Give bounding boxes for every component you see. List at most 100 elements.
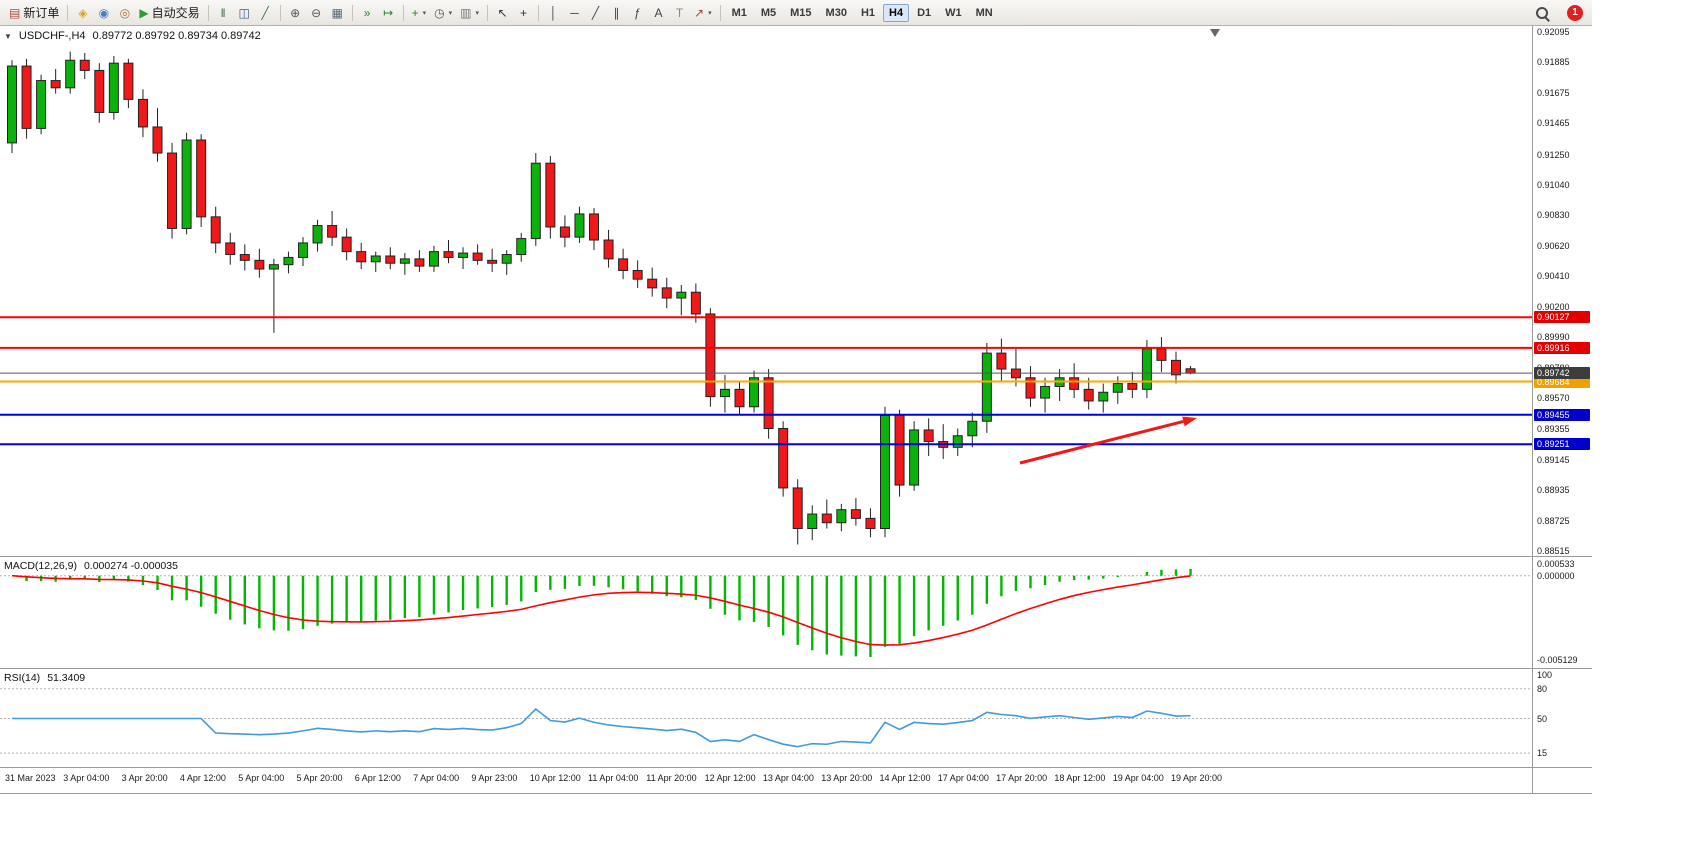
- time-tick: 5 Apr 20:00: [296, 773, 343, 783]
- axis-corner: [1532, 768, 1592, 794]
- macd-chart-canvas[interactable]: [0, 557, 1532, 669]
- time-tick: 17 Apr 20:00: [996, 773, 1048, 783]
- price-tick: 0.92095: [1537, 27, 1570, 37]
- toolbar: ▤ 新订单 ◈ ◉ ◎ ▶ 自动交易 ‖ ◫ ╱ ⊕ ⊖ ▦» ↦ + ▾ ◷ ▾ ▥ ▾ ↖ + │ ─ ╱ ∥ ƒ A T ↗ ▾ M1 M…: [0, 0, 1592, 26]
- autotrading-button[interactable]: ▶ 自动交易: [135, 3, 203, 23]
- auto-scroll-button[interactable]: »: [357, 3, 378, 23]
- toolbar-separator: [538, 4, 539, 21]
- templates-icon: ▥: [460, 5, 472, 20]
- rsi-axis[interactable]: 100 80 50 15: [1532, 669, 1592, 768]
- channel-button[interactable]: ∥: [606, 3, 627, 23]
- trend-arrow-annotation[interactable]: [1019, 416, 1197, 465]
- timeframe-m30-button[interactable]: M30: [825, 6, 847, 19]
- indicators-icon: +: [411, 5, 419, 20]
- rsi-tick-80: 80: [1537, 683, 1548, 694]
- timeframe-m5-button[interactable]: M5: [760, 6, 777, 19]
- dropdown-arrow-icon[interactable]: ▾: [422, 9, 427, 17]
- candlestick-chart-icon: ◫: [238, 5, 250, 20]
- time-tick: 3 Apr 04:00: [63, 773, 110, 783]
- chart-window: ▼ USDCHF-,H4 0.89772 0.89792 0.89734 0.8…: [0, 26, 1592, 794]
- channel-icon: ∥: [613, 5, 620, 20]
- community-icon-icon: ◎: [119, 5, 131, 20]
- dropdown-arrow-icon[interactable]: ▾: [708, 9, 712, 17]
- price-tick: 0.91250: [1537, 149, 1570, 160]
- search-button[interactable]: [1533, 4, 1551, 22]
- tile-windows-button[interactable]: ▦: [327, 3, 348, 23]
- horizontal-line-button[interactable]: ─: [564, 3, 585, 23]
- macd-tick-zero: 0.000000: [1537, 570, 1575, 581]
- timeframe-h1-button[interactable]: H1: [860, 6, 876, 19]
- fibonacci-button[interactable]: ƒ: [627, 3, 648, 23]
- price-chart-canvas[interactable]: [0, 26, 1532, 557]
- candlesticks: [7, 51, 1196, 545]
- candlestick-chart-button[interactable]: ◫: [234, 3, 255, 23]
- text-button[interactable]: A: [648, 3, 669, 23]
- toolbar-separator: [279, 4, 281, 21]
- bar-chart-button[interactable]: ‖: [213, 3, 234, 23]
- periods-button[interactable]: ◷ ▾: [430, 3, 456, 23]
- text-label-button[interactable]: T: [669, 3, 690, 23]
- macd-signal-line: [11, 574, 1191, 646]
- chart-shift-button[interactable]: ↦: [378, 3, 399, 23]
- dropdown-arrow-icon[interactable]: ▾: [448, 9, 453, 17]
- macd-histogram: [25, 569, 1192, 657]
- toolbar-separator: [487, 4, 488, 21]
- profile-icon-button[interactable]: ◉: [93, 3, 114, 23]
- crosshair-button[interactable]: +: [513, 3, 534, 23]
- timeframe-mn-button[interactable]: MN: [975, 6, 993, 19]
- time-tick: 13 Apr 20:00: [821, 773, 873, 783]
- price-tick: 0.88515: [1537, 546, 1570, 556]
- vertical-line-icon: │: [549, 5, 558, 20]
- macd-axis[interactable]: 0.000533 0.000000 -0.005129: [1532, 557, 1592, 669]
- macd-tick-min: -0.005129: [1537, 655, 1578, 665]
- vertical-line-button[interactable]: │: [543, 3, 564, 23]
- deposit-icon-icon: ◈: [78, 5, 88, 20]
- time-tick: 4 Apr 12:00: [179, 773, 226, 783]
- timeframe-w1-button[interactable]: W1: [945, 6, 962, 19]
- timeframe-d1-button[interactable]: D1: [917, 6, 932, 19]
- time-tick: 5 Apr 04:00: [238, 773, 285, 783]
- zoom-in-button[interactable]: ⊕: [285, 3, 306, 23]
- timeframe-h4-button[interactable]: H4: [883, 3, 910, 22]
- zoom-in-icon: ⊕: [290, 5, 301, 20]
- price-tick: 0.91040: [1537, 179, 1570, 190]
- crosshair-icon: +: [519, 5, 527, 20]
- macd-panel: MACD(12,26,9) 0.000274 -0.000035: [0, 557, 1532, 669]
- cursor-button[interactable]: ↖: [492, 3, 513, 23]
- price-tick: 0.88935: [1537, 485, 1570, 496]
- trendline-button[interactable]: ╱: [585, 3, 606, 23]
- time-tick: 11 Apr 20:00: [646, 773, 697, 783]
- templates-button[interactable]: ▥ ▾: [456, 3, 483, 23]
- time-tick: 14 Apr 12:00: [879, 773, 931, 783]
- deposit-icon-button[interactable]: ◈: [72, 3, 93, 23]
- text-label-icon: T: [675, 5, 684, 20]
- arrows-icon: ↗: [694, 5, 705, 20]
- time-axis[interactable]: 31 Mar 2023 3 Apr 04:00 3 Apr 20:00 4 Apr 1…: [0, 768, 1532, 794]
- rsi-chart-canvas[interactable]: [0, 669, 1532, 768]
- text-icon: A: [654, 5, 663, 20]
- one-click-trading-toggle[interactable]: ▼: [4, 31, 12, 41]
- toolbar-separator: [67, 4, 69, 21]
- timeframe-m15-button[interactable]: M15: [790, 6, 812, 19]
- zoom-out-button[interactable]: ⊖: [306, 3, 327, 23]
- chart-shift-marker-icon[interactable]: [1210, 29, 1220, 37]
- indicators-button[interactable]: + ▾: [408, 3, 431, 23]
- price-axis[interactable]: 0.92095 0.91885 0.91675 0.91465 0.91250 0.910…: [1532, 26, 1592, 557]
- new-order-button[interactable]: ▤ 新订单: [5, 3, 63, 23]
- time-tick: 9 Apr 23:00: [471, 773, 518, 783]
- price-panel: ▼ USDCHF-,H4 0.89772 0.89792 0.89734 0.8…: [0, 26, 1532, 557]
- community-icon-button[interactable]: ◎: [114, 3, 135, 23]
- profile-icon-icon: ◉: [98, 5, 110, 20]
- line-chart-button[interactable]: ╱: [255, 3, 276, 23]
- arrows-button[interactable]: ↗ ▾: [690, 3, 716, 23]
- time-tick: 31 Mar 2023: [5, 773, 56, 783]
- rsi-tick-15: 15: [1537, 748, 1548, 759]
- dropdown-arrow-icon[interactable]: ▾: [475, 9, 479, 17]
- price-tick: 0.89570: [1537, 393, 1570, 404]
- timeframe-m1-button[interactable]: M1: [731, 6, 747, 19]
- rsi-line: [12, 707, 1191, 748]
- notification-badge[interactable]: 1: [1567, 4, 1583, 21]
- macd-tick-max: 0.000533: [1537, 559, 1575, 569]
- toolbar-separator: [207, 4, 209, 21]
- line-chart-icon: ╱: [261, 5, 269, 20]
